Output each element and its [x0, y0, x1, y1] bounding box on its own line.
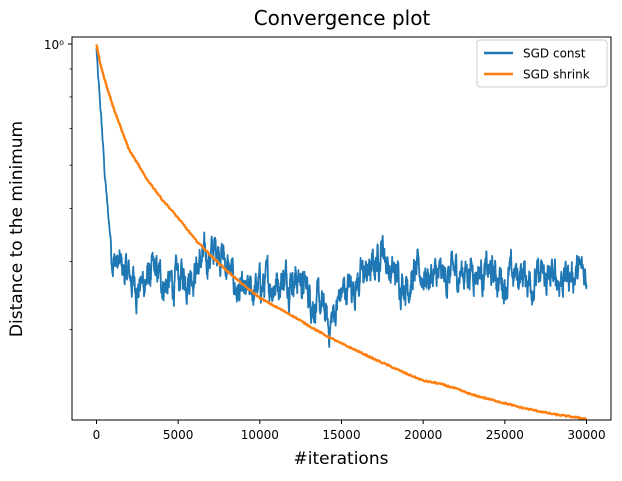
x-tick-label: 30000 [567, 428, 605, 442]
series-line-sgd-const [95, 47, 588, 348]
legend: SGD const SGD shrink [476, 39, 608, 88]
legend-label-sgd-shrink: SGD shrink [523, 68, 590, 82]
x-tick-label: 20000 [404, 428, 442, 442]
y-axis-label: Distance to the minimum [7, 121, 27, 337]
ticks-layer: 0 5000 10000 15000 20000 25000 30000 10⁰ [44, 38, 606, 442]
chart-title: Convergence plot [254, 6, 431, 30]
x-tick-label: 0 [93, 428, 101, 442]
x-tick-label: 10000 [241, 428, 279, 442]
x-tick-label: 25000 [486, 428, 524, 442]
series-line-sgd-shrink [95, 44, 587, 421]
y-tick-label: 10⁰ [44, 38, 64, 52]
x-tick-label: 15000 [322, 428, 360, 442]
plot-frame [71, 36, 612, 421]
x-axis-label: #iterations [294, 449, 389, 469]
series-layer [95, 44, 588, 421]
legend-label-sgd-const: SGD const [523, 47, 586, 61]
x-tick-label: 5000 [163, 428, 194, 442]
